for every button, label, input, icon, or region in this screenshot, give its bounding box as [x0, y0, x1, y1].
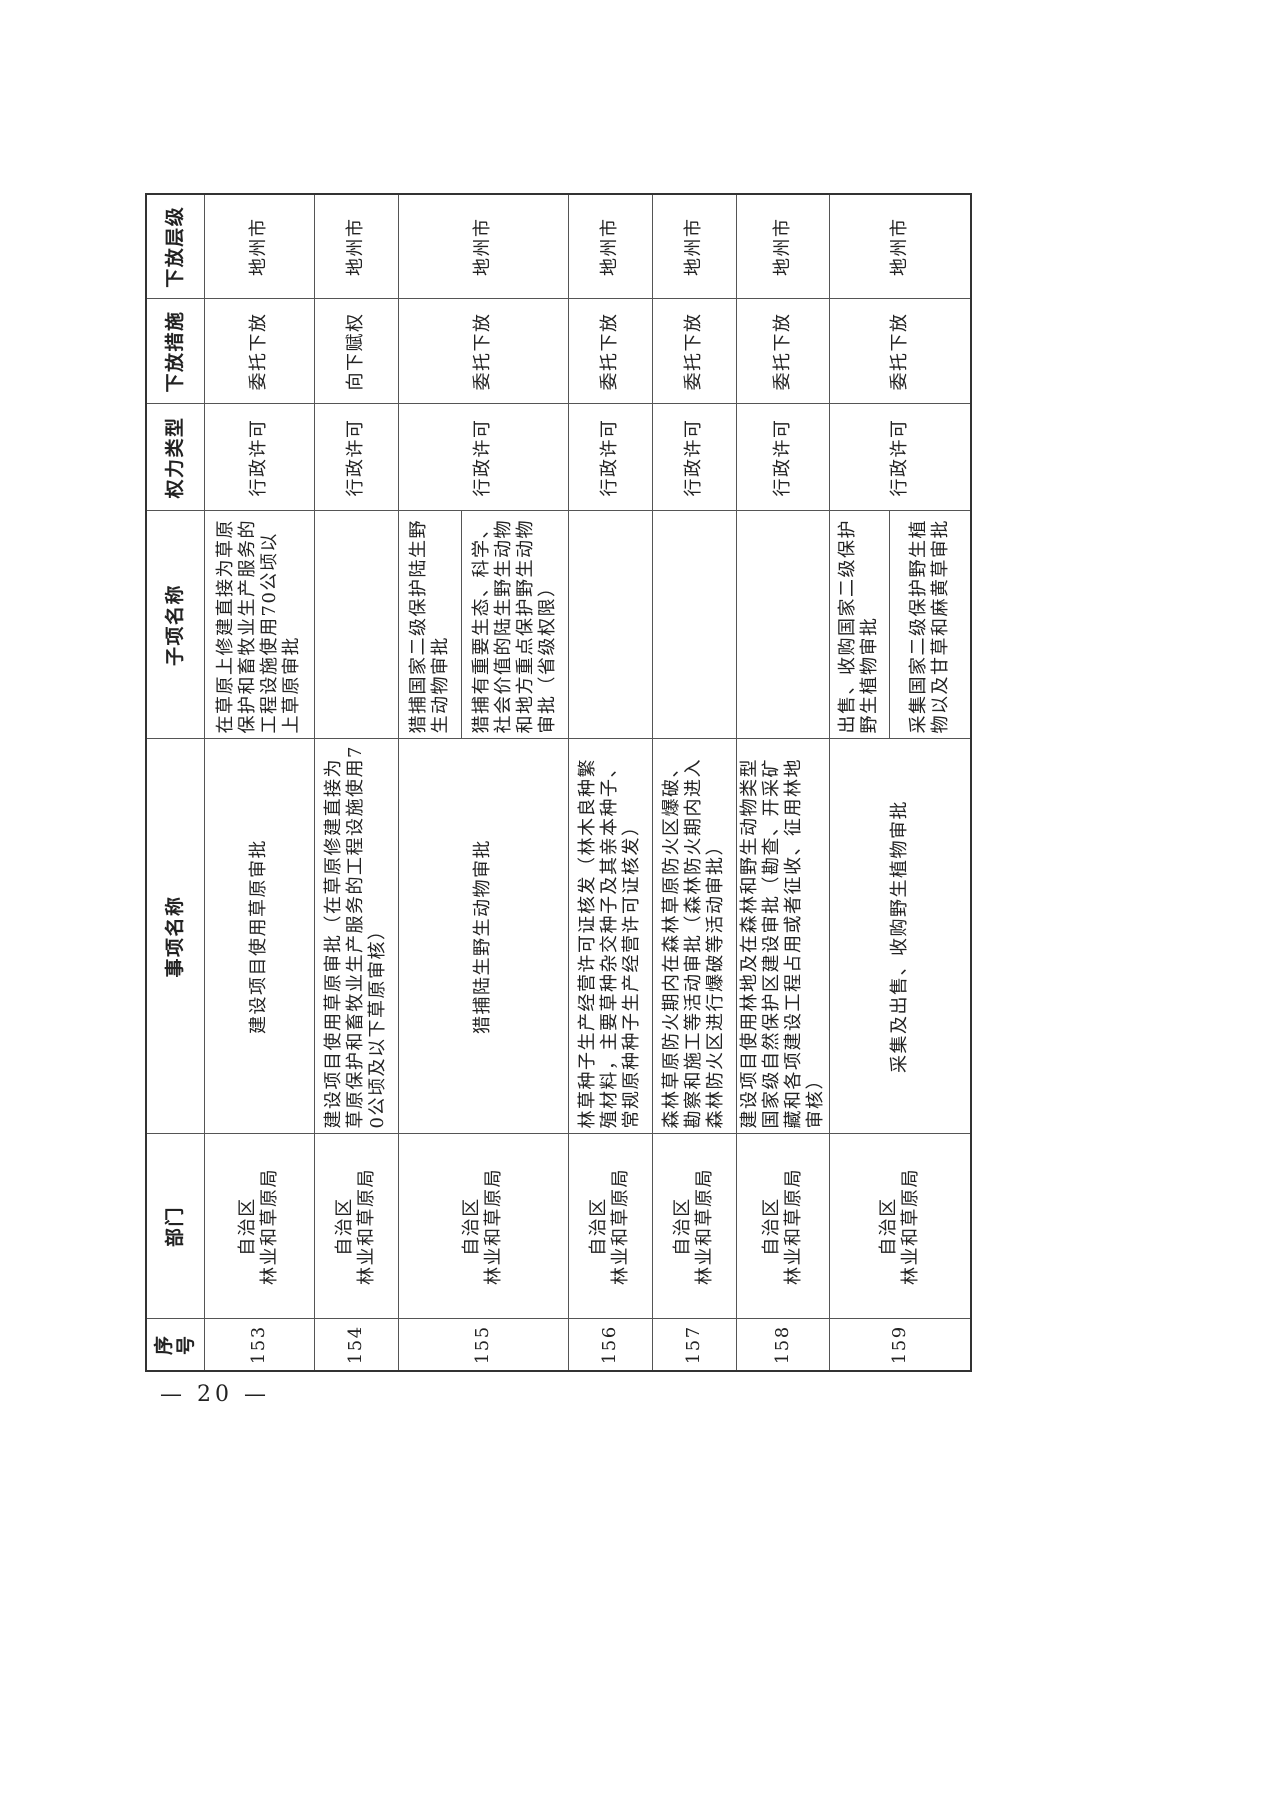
subitem-name [314, 511, 398, 739]
department-cell: 自治区 林业和草原局 [568, 1134, 652, 1319]
delegation-level: 地州市 [829, 194, 971, 299]
item-name: 建设项目使用林地及在森林和野生动物类型国家级自然保护区建设审批（勘查、开采矿藏和… [736, 739, 829, 1134]
department-line: 自治区 [877, 1197, 899, 1256]
power-type: 行政许可 [652, 404, 736, 511]
row-number: 159 [829, 1319, 971, 1371]
item-name: 建设项目使用草原审批（在草原修建直接为草原保护和畜牧业生产服务的工程设施使用70… [314, 739, 398, 1134]
table-row: 157 自治区 林业和草原局 森林草原防火期内在森林草原防火区爆破、勘察和施工等活动审… [652, 194, 736, 1371]
delegation-measure: 向下赋权 [314, 299, 398, 404]
delegation-level: 地州市 [568, 194, 652, 299]
header-item: 事项名称 [146, 739, 204, 1134]
delegation-table: 序号 部门 事项名称 子项名称 权力类型 下放措施 下放层级 153 自治区 林业和… [145, 193, 972, 1372]
department-line: 自治区 [672, 1197, 693, 1256]
power-type: 行政许可 [736, 404, 829, 511]
power-type: 行政许可 [829, 404, 971, 511]
delegation-measure: 委托下放 [398, 299, 568, 404]
department-cell: 自治区 林业和草原局 [652, 1134, 736, 1319]
subitem-name [652, 511, 736, 739]
header-subitem: 子项名称 [146, 511, 204, 739]
table-row: 158 自治区 林业和草原局 建设项目使用林地及在森林和野生动物类型国家级自然保护区建… [736, 194, 829, 1371]
department-line: 自治区 [760, 1197, 782, 1256]
power-type: 行政许可 [204, 404, 314, 511]
delegation-measure: 委托下放 [652, 299, 736, 404]
department-line: 林业和草原局 [782, 1168, 804, 1285]
department-line: 自治区 [334, 1197, 355, 1256]
department-line: 林业和草原局 [356, 1168, 377, 1285]
department-line: 自治区 [588, 1197, 609, 1256]
header-level: 下放层级 [146, 194, 204, 299]
item-name: 森林草原防火期内在森林草原防火区爆破、勘察和施工等活动审批（森林防火期内进入森林… [652, 739, 736, 1134]
department-line: 林业和草原局 [259, 1168, 280, 1285]
table-row: 156 自治区 林业和草原局 林草种子生产经营许可证核发（林木良种繁殖材料，主要草种杂… [568, 194, 652, 1371]
table-row: 155 自治区 林业和草原局 猎捕陆生野生动物审批 猎捕国家二级保护陆生野生动物审批 行政… [398, 194, 568, 1371]
table-row: 153 自治区 林业和草原局 建设项目使用草原审批 在草原上修建直接为草原保护和畜牧业生… [204, 194, 314, 1371]
department-line: 林业和草原局 [899, 1168, 921, 1285]
item-name: 林草种子生产经营许可证核发（林木良种繁殖材料，主要草种杂交种子及其亲本种子、常规… [568, 739, 652, 1134]
row-number: 158 [736, 1319, 829, 1371]
delegation-level: 地州市 [314, 194, 398, 299]
row-number: 153 [204, 1319, 314, 1371]
delegation-measure: 委托下放 [204, 299, 314, 404]
delegation-level: 地州市 [204, 194, 314, 299]
department-cell: 自治区 林业和草原局 [736, 1134, 829, 1319]
subitem-name [568, 511, 652, 739]
subitem-name: 猎捕国家二级保护陆生野生动物审批 [398, 511, 461, 739]
row-number: 155 [398, 1319, 568, 1371]
page-number: — 20 — [160, 1382, 270, 1407]
delegation-measure: 委托下放 [736, 299, 829, 404]
subitem-name: 出售、收购国家二级保护野生植物审批 [829, 511, 889, 739]
header-dept: 部门 [146, 1134, 204, 1319]
row-number: 157 [652, 1319, 736, 1371]
power-type: 行政许可 [314, 404, 398, 511]
department-cell: 自治区 林业和草原局 [829, 1134, 971, 1319]
power-type: 行政许可 [398, 404, 568, 511]
item-name: 建设项目使用草原审批 [204, 739, 314, 1134]
header-type: 权力类型 [146, 404, 204, 511]
subitem-name: 采集国家二级保护野生植物以及甘草和麻黄草审批 [889, 511, 971, 739]
subitem-name: 在草原上修建直接为草原保护和畜牧业生产服务的工程设施使用70公顷以上草原审批 [204, 511, 314, 739]
row-number: 154 [314, 1319, 398, 1371]
department-line: 自治区 [461, 1197, 482, 1256]
header-measure: 下放措施 [146, 299, 204, 404]
department-line: 林业和草原局 [483, 1168, 504, 1285]
department-cell: 自治区 林业和草原局 [314, 1134, 398, 1319]
row-number: 156 [568, 1319, 652, 1371]
header-no: 序号 [146, 1319, 204, 1371]
power-type: 行政许可 [568, 404, 652, 511]
subitem-name [736, 511, 829, 739]
delegation-level: 地州市 [398, 194, 568, 299]
department-line: 自治区 [237, 1197, 258, 1256]
table-row: 154 自治区 林业和草原局 建设项目使用草原审批（在草原修建直接为草原保护和畜牧业生… [314, 194, 398, 1371]
department-cell: 自治区 林业和草原局 [204, 1134, 314, 1319]
delegation-measure: 委托下放 [829, 299, 971, 404]
delegation-level: 地州市 [736, 194, 829, 299]
department-line: 林业和草原局 [694, 1168, 715, 1285]
header-row: 序号 部门 事项名称 子项名称 权力类型 下放措施 下放层级 [146, 194, 204, 1371]
item-name: 采集及出售、收购野生植物审批 [829, 739, 971, 1134]
table-row: 159 自治区 林业和草原局 采集及出售、收购野生植物审批 出售、收购国家二级保护野生植… [829, 194, 971, 1371]
rotated-table-wrapper: 序号 部门 事项名称 子项名称 权力类型 下放措施 下放层级 153 自治区 林业和… [145, 193, 972, 1372]
item-name: 猎捕陆生野生动物审批 [398, 739, 568, 1134]
department-cell: 自治区 林业和草原局 [398, 1134, 568, 1319]
department-line: 林业和草原局 [610, 1168, 631, 1285]
delegation-level: 地州市 [652, 194, 736, 299]
delegation-measure: 委托下放 [568, 299, 652, 404]
subitem-name: 猎捕有重要生态、科学、社会价值的陆生野生动物和地方重点保护野生动物审批（省级权限… [461, 511, 568, 739]
